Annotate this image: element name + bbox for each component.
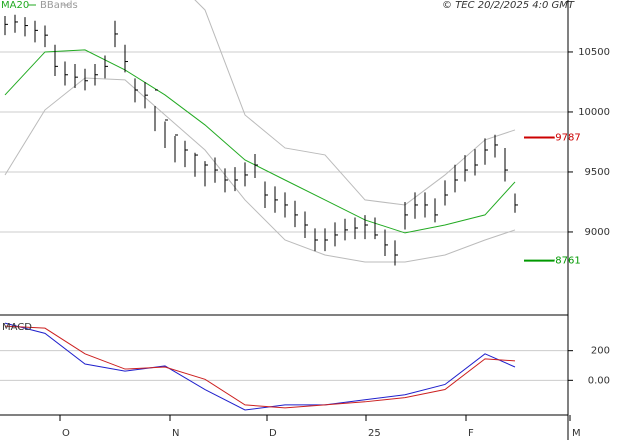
x-tick-label: F [468, 428, 474, 439]
y-tick-label: 0.00 [588, 375, 610, 386]
macd-line [4, 325, 516, 409]
legend-label: BBands [40, 0, 78, 11]
series-line [4, 49, 516, 234]
x-tick-label: 25 [368, 428, 381, 439]
credit: © TEC 20/2/2025 4:0 GMT [442, 0, 575, 11]
x-tick-label: D [269, 428, 277, 439]
macd-panel [0, 322, 568, 411]
y-tick-label: 9500 [585, 167, 610, 178]
y-tick-label: 10000 [578, 107, 610, 118]
x-tick-label: O [62, 428, 70, 439]
panel-title: MACD [2, 322, 32, 333]
x-tick-label: M [572, 428, 581, 439]
x-tick-label: N [172, 428, 179, 439]
legend-label: MA20 [1, 0, 29, 11]
series-line [4, 77, 516, 263]
y-tick-label: 10500 [578, 47, 610, 58]
price-panel [0, 0, 568, 266]
series-line [194, 0, 516, 206]
y-tick-label: 200 [591, 346, 610, 357]
y-tick-label: 9000 [585, 227, 610, 238]
macd-line [4, 322, 516, 411]
